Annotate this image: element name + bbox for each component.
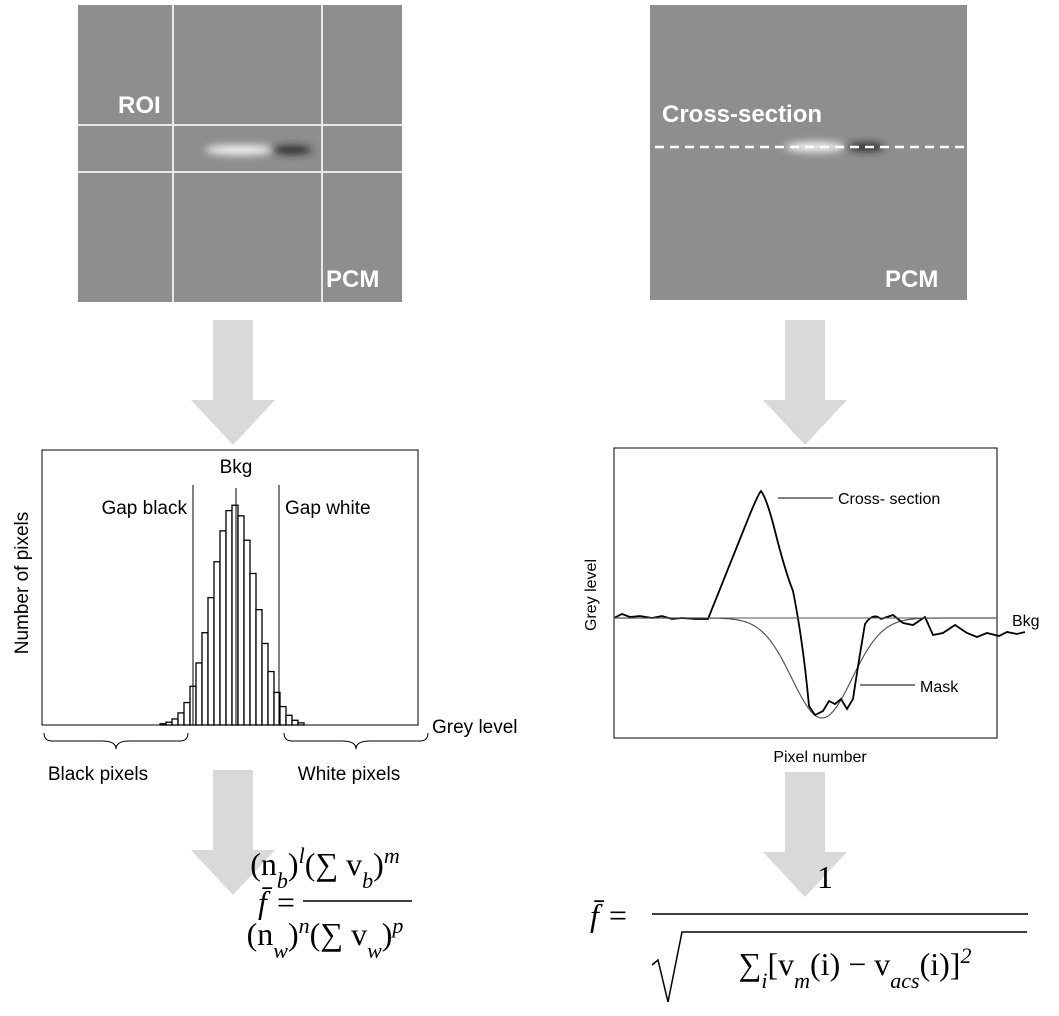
formula-text: ) (373, 846, 384, 882)
histogram-bar (214, 562, 220, 725)
braces (44, 733, 428, 749)
histogram-bar (280, 707, 286, 725)
histogram-bar (238, 516, 244, 725)
histogram-bar (262, 643, 268, 725)
diagram: ROI PCM Cross-section PCM Bkg Gap black … (0, 0, 1059, 1016)
formula-text: 1 (817, 859, 833, 895)
formula-text: ) (382, 916, 393, 952)
bkg-label: Bkg (1012, 613, 1040, 630)
formula-sub: b (362, 868, 373, 893)
histogram-bar (160, 724, 166, 725)
black-pixels-label: Black pixels (48, 764, 148, 785)
formula-sub: m (794, 968, 810, 993)
pcm-label: PCM (885, 266, 938, 293)
formula-text: ∑ (739, 946, 762, 982)
formula-text: ) (288, 846, 299, 882)
histogram-bar (268, 672, 274, 725)
histogram-bar (178, 713, 184, 725)
formula-text: (n (250, 846, 277, 882)
formula-sub: acs (890, 968, 919, 993)
formula-lhs: f̄ = (590, 897, 628, 933)
formula-denominator: (nw)n(∑ vw)p (247, 913, 404, 963)
y-axis-label: Number of pixels (12, 512, 33, 655)
formula-text: ) (288, 916, 299, 952)
formula-text: (∑ v (310, 916, 367, 952)
histogram-bar (244, 540, 250, 725)
histogram-bar (256, 610, 262, 725)
formula-sub: b (277, 868, 288, 893)
histogram-bar (172, 719, 178, 725)
histogram-bar (226, 511, 232, 725)
histogram-bar (232, 505, 238, 725)
histogram-bar (184, 703, 190, 725)
page: ROI PCM Cross-section PCM Bkg Gap black … (0, 0, 1059, 1016)
histogram-bar (202, 633, 208, 725)
gap-black-label: Gap black (101, 498, 187, 519)
pcm-label: PCM (326, 266, 379, 293)
bkg-label: Bkg (220, 457, 253, 478)
gap-white-label: Gap white (285, 498, 371, 519)
formula-sup: 2 (960, 943, 971, 968)
x-axis-label: Pixel number (773, 749, 867, 766)
histogram-bar (298, 723, 304, 725)
formula-text: (∑ v (305, 846, 362, 882)
histogram-bar (292, 720, 298, 725)
formula-text: [v (767, 946, 794, 982)
x-axis-label: Grey level (432, 717, 518, 738)
cross-section-label: Cross- section (838, 491, 940, 508)
formula-text: (i)] (920, 946, 961, 982)
cross-section-label: Cross-section (662, 101, 822, 128)
histogram-bar (166, 722, 172, 725)
formula-denominator: ∑i[vm(i) − vacs(i)]2 (739, 943, 972, 993)
histogram-bar (196, 663, 202, 725)
formula-sub: w (367, 938, 382, 963)
pcm-image (650, 5, 967, 300)
histogram-bar (250, 573, 256, 725)
formula-sup: m (384, 843, 400, 868)
formula-text: f̄ = (590, 897, 628, 933)
formula-sup: n (299, 913, 310, 938)
histogram-bar (286, 715, 292, 725)
formula-text: (n (247, 916, 274, 952)
blob-black (272, 146, 312, 154)
roi-label: ROI (118, 92, 161, 119)
histogram-bar (208, 598, 214, 725)
blob-white (205, 145, 275, 155)
mask-label: Mask (920, 679, 959, 696)
formula-text: (i) − v (810, 946, 890, 982)
histogram-bar (220, 531, 226, 725)
white-pixels-label: White pixels (298, 764, 400, 785)
y-axis-label: Grey level (583, 559, 600, 631)
formula-numerator: 1 (817, 859, 833, 895)
formula-sup: p (390, 913, 403, 938)
formula-sub: w (273, 938, 288, 963)
